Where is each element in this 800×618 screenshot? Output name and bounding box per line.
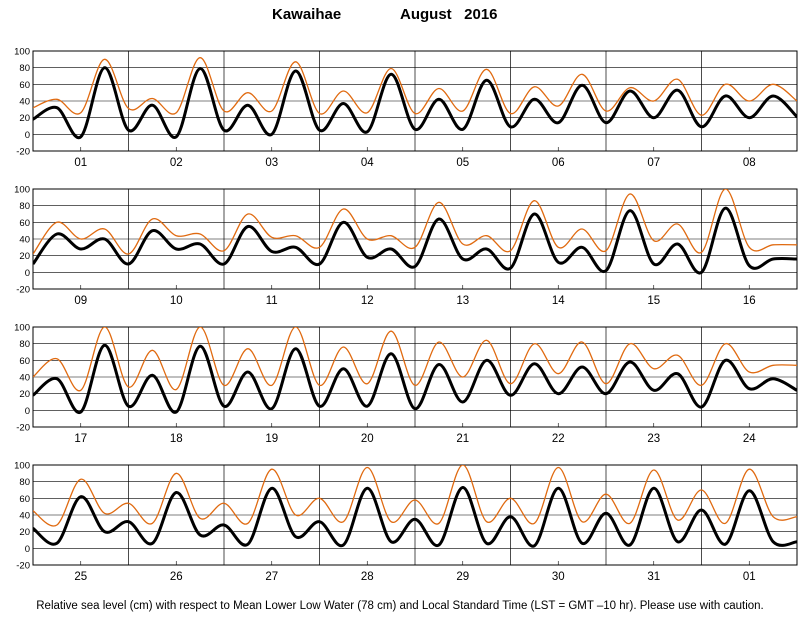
y-tick-label: 20 [19, 251, 30, 262]
y-tick-label: 40 [19, 235, 30, 246]
y-tick-label: 80 [19, 63, 30, 74]
day-label: 06 [552, 157, 565, 169]
y-tick-label: 40 [19, 511, 30, 522]
day-label: 15 [647, 295, 660, 307]
observed-series-line [33, 189, 797, 255]
y-tick-label: 60 [19, 80, 30, 91]
y-tick-label: 80 [19, 201, 30, 212]
footnote: Relative sea level (cm) with respect to … [36, 600, 764, 612]
observed-series-line [33, 57, 797, 116]
panel-frame [32, 188, 798, 290]
predicted-series-line [33, 343, 797, 414]
y-tick-label: 100 [14, 323, 30, 334]
y-tick-label: 0 [25, 130, 30, 141]
panel-frame [32, 464, 798, 566]
y-tick-label: 60 [19, 356, 30, 367]
predicted-series-line [33, 206, 797, 275]
observed-series-line [33, 465, 797, 527]
day-label: 04 [361, 157, 374, 169]
day-label: 14 [552, 295, 565, 307]
day-label: 26 [170, 571, 183, 583]
day-label: 01 [74, 157, 87, 169]
day-label: 13 [456, 295, 469, 307]
day-label: 17 [74, 433, 87, 445]
y-tick-label: 20 [19, 527, 30, 538]
y-tick-label: 60 [19, 494, 30, 505]
y-tick-label: -20 [16, 147, 30, 158]
day-label: 07 [647, 157, 660, 169]
day-label: 18 [170, 433, 183, 445]
y-tick-label: 0 [25, 406, 30, 417]
y-tick-label: 100 [14, 47, 30, 58]
day-label: 03 [265, 157, 278, 169]
y-tick-label: 40 [19, 373, 30, 384]
day-label: 01 [743, 571, 756, 583]
y-tick-label: 80 [19, 339, 30, 350]
day-label: 24 [743, 433, 756, 445]
y-tick-label: 40 [19, 97, 30, 108]
title-month-year: August 2016 [400, 6, 498, 23]
predicted-series-line [33, 66, 797, 140]
y-tick-label: -20 [16, 285, 30, 296]
y-tick-label: 0 [25, 268, 30, 279]
y-tick-label: 100 [14, 185, 30, 196]
y-tick-label: -20 [16, 561, 30, 572]
day-label: 11 [266, 295, 278, 307]
day-label: 22 [552, 433, 565, 445]
day-label: 27 [265, 571, 278, 583]
day-label: 08 [743, 157, 756, 169]
day-label: 20 [361, 433, 374, 445]
day-label: 28 [361, 571, 374, 583]
day-label: 25 [74, 571, 87, 583]
day-label: 12 [361, 295, 374, 307]
observed-series-line [33, 327, 797, 392]
y-tick-label: 20 [19, 389, 30, 400]
day-label: 21 [456, 433, 469, 445]
y-tick-label: 0 [25, 544, 30, 555]
day-label: 02 [170, 157, 183, 169]
chart-title: Kawaihae August 2016 [0, 6, 800, 26]
day-label: 09 [74, 295, 87, 307]
day-label: 29 [456, 571, 469, 583]
y-tick-label: -20 [16, 423, 30, 434]
y-tick-label: 20 [19, 113, 30, 124]
day-label: 16 [743, 295, 756, 307]
day-label: 31 [647, 571, 660, 583]
day-label: 30 [552, 571, 565, 583]
day-label: 10 [170, 295, 183, 307]
predicted-series-line [33, 485, 797, 548]
y-tick-label: 100 [14, 461, 30, 472]
y-tick-label: 80 [19, 477, 30, 488]
day-label: 23 [647, 433, 660, 445]
title-location: Kawaihae [272, 6, 342, 23]
y-tick-label: 60 [19, 218, 30, 229]
day-label: 05 [456, 157, 469, 169]
day-label: 19 [265, 433, 278, 445]
